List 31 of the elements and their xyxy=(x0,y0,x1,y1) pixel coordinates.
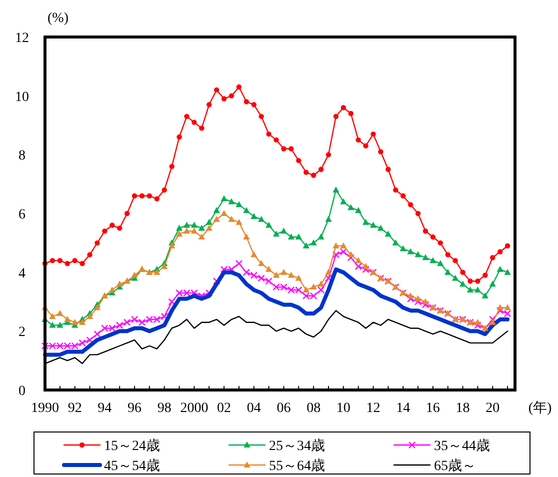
x-tick-label: 14 xyxy=(396,401,410,416)
x-tick-label: 04 xyxy=(246,401,261,416)
y-tick-label: 10 xyxy=(15,90,29,105)
y-tick-label: 4 xyxy=(18,266,26,282)
x-tick-label: 98 xyxy=(157,401,172,416)
x-tick-label: 92 xyxy=(68,401,82,416)
legend-label: 45～54歳 xyxy=(104,458,160,474)
x-tick-label: 20 xyxy=(486,401,500,416)
y-tick-label: 2 xyxy=(18,325,26,340)
y-tick-label: 8 xyxy=(18,148,26,164)
x-tick-label: 94 xyxy=(98,401,112,416)
legend-label: 35～44歳 xyxy=(434,438,490,454)
y-tick-label: 12 xyxy=(15,31,29,46)
legend-label: 55～64歳 xyxy=(269,458,325,474)
x-tick-label: 08 xyxy=(306,401,321,416)
x-tick-label: 12 xyxy=(366,401,380,416)
x-tick-label: 2000 xyxy=(180,401,208,416)
x-tick-label: 96 xyxy=(128,401,142,416)
legend-label: 25～34歳 xyxy=(269,438,325,454)
y-tick-label: 0 xyxy=(18,384,26,399)
legend-label: 65歳～ xyxy=(434,458,476,474)
x-tick-label: 06 xyxy=(276,401,291,416)
x-tick-label: 02 xyxy=(217,401,232,416)
x-tick-label: 18 xyxy=(456,401,470,416)
legend-label: 15～24歳 xyxy=(104,438,160,454)
y-tick-label: 6 xyxy=(18,208,26,222)
x-tick-label: 1990 xyxy=(31,401,59,416)
x-tick-label: 10 xyxy=(336,401,350,416)
x-tick-label: 16 xyxy=(426,401,440,416)
y-axis-title: (%) xyxy=(48,11,69,26)
x-axis-title: (年) xyxy=(528,400,552,416)
